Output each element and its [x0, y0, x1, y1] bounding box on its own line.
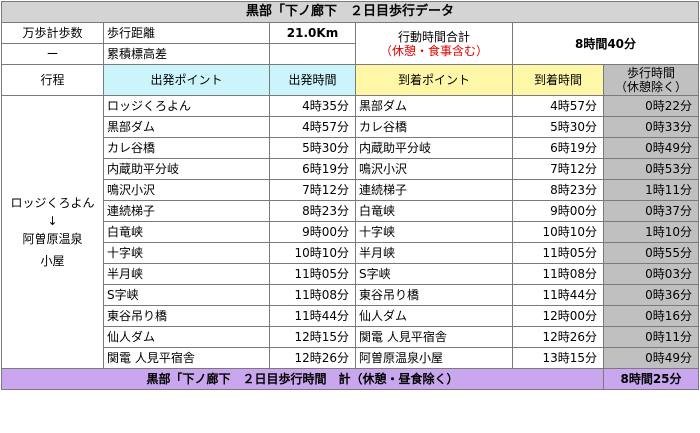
row-walk-time: 0時55分: [602, 242, 700, 264]
walking-data-table: 黒部「下ノ廊下 ２日目歩行データ 万歩計歩数 歩行距離 21.0Km 行動時間合…: [0, 1, 700, 390]
header-start-time: 出発時間: [269, 64, 356, 96]
row-start-point: 白竜峡: [103, 221, 270, 243]
header-end-point: 到着ポイント: [355, 64, 513, 96]
header-end-time: 到着時間: [512, 64, 604, 96]
total-time-label-text: 行動時間合計: [397, 29, 470, 44]
header-start-point: 出発ポイント: [103, 64, 270, 96]
row-start-point: 関電 人見平宿舎: [103, 347, 270, 369]
row-end-point: 半月峡: [355, 242, 513, 264]
row-walk-time: 0時37分: [602, 200, 700, 222]
row-end-point: 関電 人見平宿舎: [355, 326, 513, 348]
row-end-time: 5時30分: [512, 116, 604, 138]
row-start-point: 鳴沢小沢: [103, 179, 270, 201]
route-label: ロッジくろよん ↓ 阿曽原温泉 小屋: [1, 95, 104, 369]
row-start-point: ロッジくろよん: [103, 95, 270, 117]
row-end-time: 11時44分: [512, 284, 604, 306]
route-from: ロッジくろよん: [10, 196, 95, 210]
row-end-point: 鳴沢小沢: [355, 158, 513, 180]
row-start-time: 12時26分: [269, 347, 356, 369]
row-start-time: 11時08分: [269, 284, 356, 306]
row-walk-time: 1時10分: [602, 221, 700, 243]
total-time-note: （休憩・食事含む）: [379, 43, 488, 58]
row-end-time: 6時19分: [512, 137, 604, 159]
row-end-point: 十字峡: [355, 221, 513, 243]
row-end-time: 11時08分: [512, 263, 604, 285]
row-end-time: 8時23分: [512, 179, 604, 201]
row-walk-time: 0時16分: [602, 305, 700, 327]
route-to-line1: 阿曽原温泉: [22, 232, 83, 246]
row-end-point: 阿曽原温泉小屋: [355, 347, 513, 369]
total-time-value: 8時間40分: [511, 22, 700, 65]
row-walk-time: 0時49分: [602, 137, 700, 159]
row-end-time: 4時57分: [512, 95, 604, 117]
row-end-point: 黒部ダム: [355, 95, 513, 117]
row-end-point: カレ谷橋: [355, 116, 513, 138]
steps-value: ー: [1, 43, 104, 65]
row-start-time: 12時15分: [269, 326, 356, 348]
row-start-point: カレ谷橋: [103, 137, 270, 159]
elevation-value: [269, 43, 356, 65]
row-start-point: 仙人ダム: [103, 326, 270, 348]
header-route: 行程: [1, 64, 104, 96]
row-walk-time: 1時11分: [602, 179, 700, 201]
row-end-time: 12時26分: [512, 326, 604, 348]
row-walk-time: 0時33分: [602, 116, 700, 138]
route-arrow: ↓: [47, 214, 58, 228]
row-start-time: 7時12分: [269, 179, 356, 201]
row-start-point: S字峡: [103, 284, 270, 306]
table-title: 黒部「下ノ廊下 ２日目歩行データ: [0, 1, 700, 23]
row-walk-time: 0時53分: [602, 158, 700, 180]
row-end-point: 仙人ダム: [355, 305, 513, 327]
row-end-time: 10時10分: [512, 221, 604, 243]
row-start-point: 内蔵助平分岐: [103, 158, 270, 180]
header-walk-time-label: 歩行時間: [627, 66, 676, 80]
row-start-time: 11時44分: [269, 305, 356, 327]
row-start-time: 5時30分: [269, 137, 356, 159]
row-start-point: 黒部ダム: [103, 116, 270, 138]
elevation-label: 累積標高差: [103, 43, 270, 65]
row-end-point: 東谷吊り橋: [355, 284, 513, 306]
row-walk-time: 0時03分: [602, 263, 700, 285]
footer-total-walk-time: 8時間25分: [602, 368, 700, 390]
row-walk-time: 0時22分: [602, 95, 700, 117]
row-start-point: 半月峡: [103, 263, 270, 285]
distance-value: 21.0Km: [269, 22, 356, 44]
row-start-time: 4時35分: [269, 95, 356, 117]
row-end-time: 9時00分: [512, 200, 604, 222]
row-walk-time: 0時36分: [602, 284, 700, 306]
row-walk-time: 0時11分: [602, 326, 700, 348]
row-end-point: 内蔵助平分岐: [355, 137, 513, 159]
row-end-time: 7時12分: [512, 158, 604, 180]
row-end-point: 連続梯子: [355, 179, 513, 201]
row-start-time: 8時23分: [269, 200, 356, 222]
distance-label: 歩行距離: [103, 22, 270, 44]
row-start-time: 11時05分: [269, 263, 356, 285]
route-to-line2: 小屋: [40, 254, 65, 268]
row-start-time: 4時57分: [269, 116, 356, 138]
row-end-point: 白竜峡: [355, 200, 513, 222]
row-walk-time: 0時49分: [602, 347, 700, 369]
footer-label: 黒部「下ノ廊下 ２日目歩行時間 計（休憩・昼食除く）: [1, 368, 604, 390]
header-walk-time-note: （休憩除く）: [615, 80, 688, 94]
total-time-label: 行動時間合計 （休憩・食事含む）: [355, 22, 513, 65]
steps-label: 万歩計歩数: [1, 22, 104, 44]
row-start-time: 9時00分: [269, 221, 356, 243]
row-end-time: 13時15分: [512, 347, 604, 369]
row-end-time: 12時00分: [512, 305, 604, 327]
row-start-point: 十字峡: [103, 242, 270, 264]
row-start-time: 10時10分: [269, 242, 356, 264]
row-start-point: 連続梯子: [103, 200, 270, 222]
row-end-point: S字峡: [355, 263, 513, 285]
header-walk-time: 歩行時間 （休憩除く）: [602, 64, 700, 96]
row-start-point: 東谷吊り橋: [103, 305, 270, 327]
row-start-time: 6時19分: [269, 158, 356, 180]
row-end-time: 11時05分: [512, 242, 604, 264]
